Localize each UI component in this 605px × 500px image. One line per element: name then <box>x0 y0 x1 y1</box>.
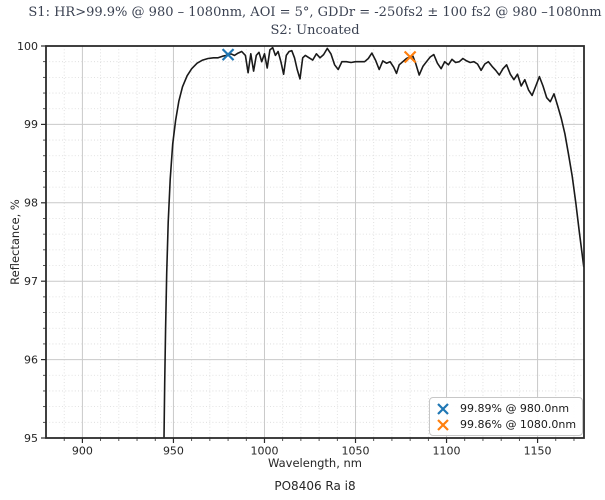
x-tick-labels: 900 950 1000 1050 1100 1150 <box>72 445 552 458</box>
y-tick-labels: 95 96 97 98 99 100 <box>17 40 38 445</box>
x-tick-label: 1000 <box>250 445 278 458</box>
y-tick-label: 97 <box>24 275 38 288</box>
y-tick-label: 99 <box>24 118 38 131</box>
axis-ticks <box>41 45 575 443</box>
x-axis-label: Wavelength, nm <box>267 456 363 470</box>
marker-1080nm <box>403 50 417 64</box>
legend-label: 99.86% @ 1080.0nm <box>460 418 577 431</box>
x-tick-label: 900 <box>72 445 93 458</box>
x-tick-label: 1100 <box>433 445 461 458</box>
legend-entry-980nm: 99.89% @ 980.0nm <box>436 401 576 416</box>
y-tick-label: 95 <box>24 432 38 445</box>
chart-title: S1: HR>99.9% @ 980 – 1080nm, AOI = 5°, G… <box>25 4 605 40</box>
legend: 99.89% @ 980.0nm 99.86% @ 1080.0nm <box>429 397 583 436</box>
chart-title-line1: S1: HR>99.9% @ 980 – 1080nm, AOI = 5°, G… <box>28 5 602 20</box>
major-grid <box>46 46 584 438</box>
minor-grid <box>46 46 584 438</box>
x-tick-label: 1050 <box>342 445 370 458</box>
marker-980nm <box>221 48 235 61</box>
chart-title-line2: S2: Uncoated <box>270 23 360 38</box>
x-tick-label: 950 <box>163 445 184 458</box>
y-tick-label: 96 <box>24 353 38 366</box>
reflectance-curve <box>163 46 584 438</box>
x-marker-icon <box>437 418 449 431</box>
chart-caption: PO8406 Ra i8 <box>274 479 356 493</box>
y-axis-label: Reflectance, % <box>8 199 22 285</box>
x-tick-label: 1150 <box>524 445 552 458</box>
x-marker-icon <box>437 402 449 415</box>
plot-spines <box>45 45 585 439</box>
y-tick-label: 98 <box>24 197 38 210</box>
y-tick-label: 100 <box>17 40 38 53</box>
legend-entry-1080nm: 99.86% @ 1080.0nm <box>436 417 576 432</box>
legend-label: 99.89% @ 980.0nm <box>460 402 570 415</box>
